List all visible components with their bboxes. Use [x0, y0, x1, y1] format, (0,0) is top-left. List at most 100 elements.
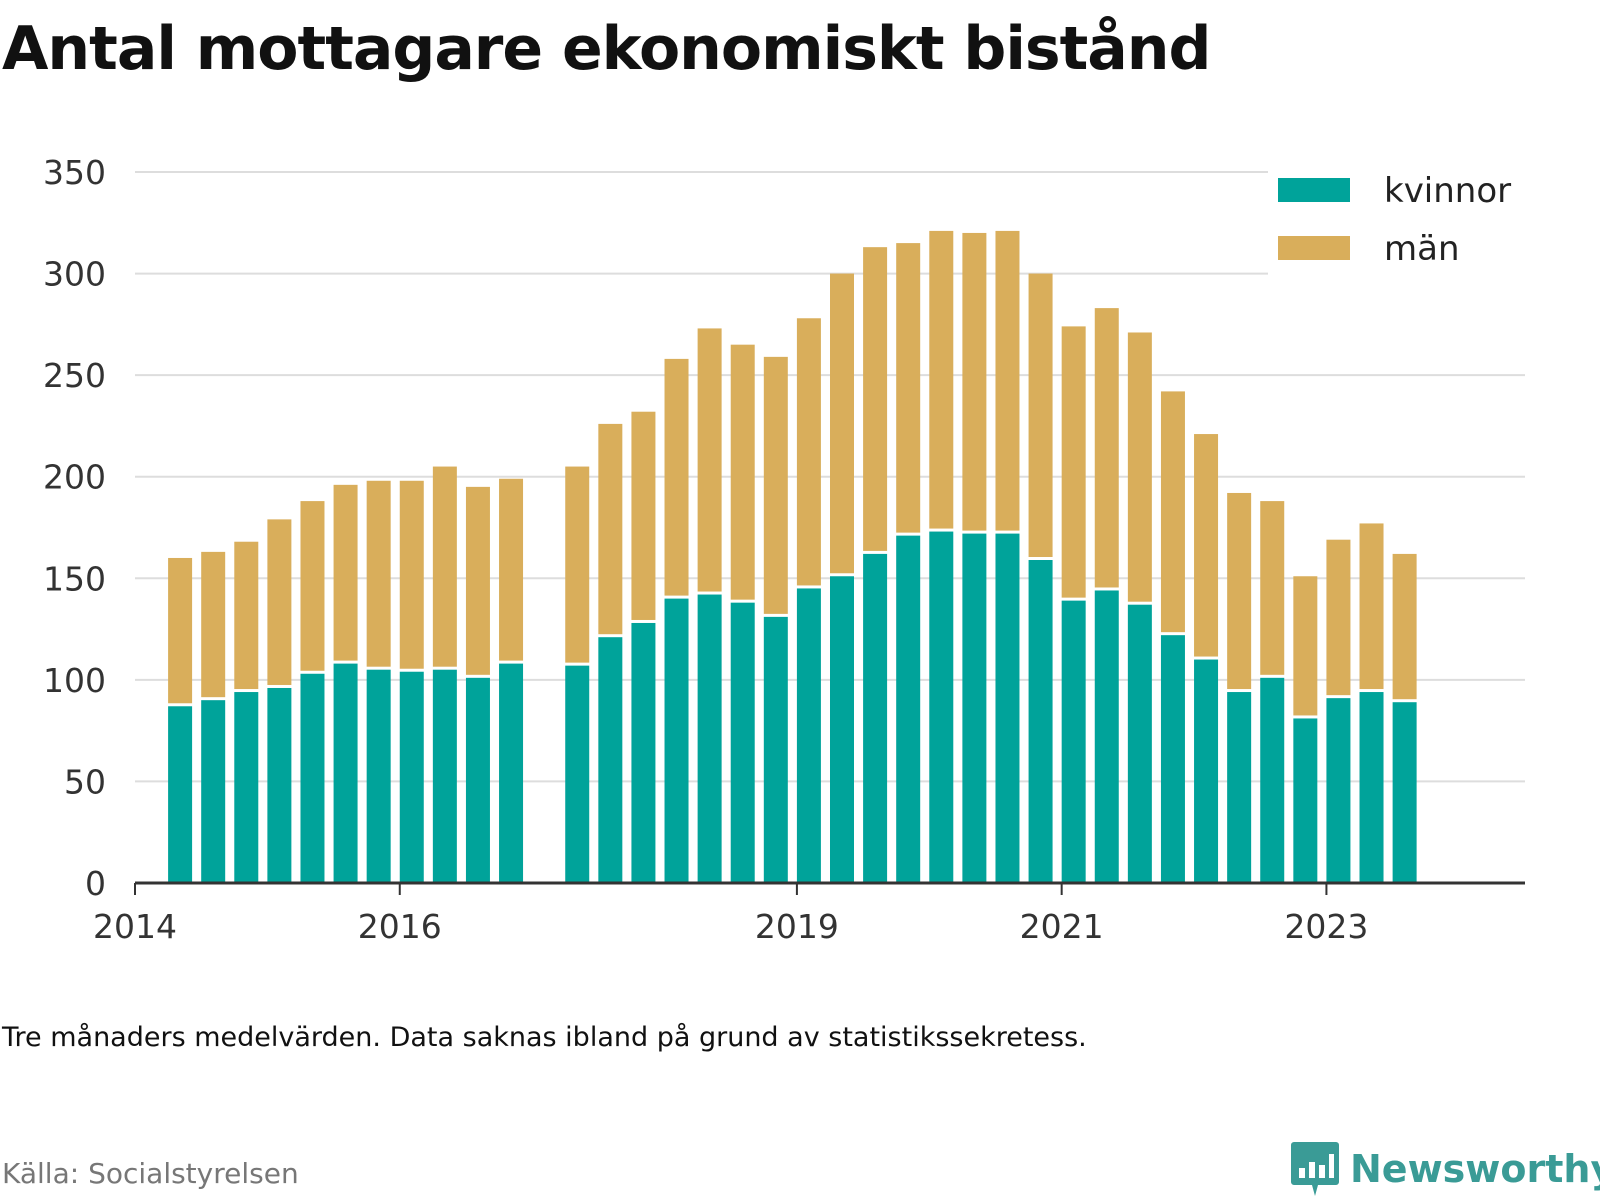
bar-kvinnor: [730, 602, 755, 883]
bar-man: [1227, 492, 1252, 690]
x-tick-label: 2019: [755, 907, 839, 946]
bar-kvinnor: [1359, 692, 1384, 883]
bar-kvinnor: [896, 535, 921, 883]
chart-note: Tre månaders medelvärden. Data saknas ib…: [2, 1022, 1087, 1053]
bar-kvinnor: [1061, 600, 1086, 883]
bar-man: [1326, 539, 1351, 696]
x-axis-ticks: 2014 2016 2019 2021 2023: [93, 883, 1368, 946]
bar-man: [201, 551, 226, 698]
bar-kvinnor: [465, 677, 490, 883]
legend: kvinnor män: [1268, 170, 1538, 280]
bar-kvinnor: [201, 700, 226, 883]
legend-swatch-kvinnor: [1278, 178, 1350, 202]
y-tick-label: 250: [43, 356, 106, 395]
bar-kvinnor: [333, 663, 358, 883]
brand-logo[interactable]: Newsworthy: [1290, 1140, 1600, 1198]
brand-name: Newsworthy: [1350, 1147, 1600, 1191]
bar-kvinnor: [1094, 590, 1119, 883]
bar-kvinnor: [366, 669, 391, 883]
bar-kvinnor: [830, 576, 854, 883]
y-axis-ticks: 0 50 100 150 200 250 300 350: [43, 153, 106, 903]
bar-kvinnor: [863, 553, 888, 883]
bar-kvinnor: [168, 706, 193, 883]
bar-kvinnor: [499, 663, 524, 883]
bar-kvinnor: [763, 616, 788, 883]
bar-kvinnor: [1326, 698, 1351, 883]
y-tick-label: 50: [64, 762, 106, 801]
bar-man: [267, 519, 292, 685]
bar-kvinnor: [1227, 692, 1252, 883]
y-tick-label: 150: [43, 559, 106, 598]
bar-man: [399, 480, 424, 669]
bar-man: [565, 466, 590, 663]
x-tick-label: 2021: [1020, 907, 1104, 946]
source-text: Källa: Socialstyrelsen: [2, 1157, 299, 1190]
bar-man: [499, 478, 524, 661]
y-tick-label: 100: [43, 661, 106, 700]
bar-kvinnor: [1160, 635, 1185, 883]
bar-man: [1061, 326, 1086, 598]
bar-man: [1359, 523, 1384, 690]
bar-man: [1160, 391, 1185, 633]
bar-kvinnor: [565, 665, 590, 883]
x-tick-label: 2014: [93, 907, 177, 946]
bar-man: [1260, 501, 1285, 675]
y-tick-label: 300: [43, 255, 106, 294]
bar-man: [1392, 553, 1417, 700]
bar-man: [1127, 332, 1152, 602]
bar-kvinnor: [598, 637, 623, 883]
bar-man: [830, 273, 854, 574]
bar-man: [664, 358, 689, 596]
bar-man: [234, 541, 259, 690]
legend-label-kvinnor: kvinnor: [1384, 171, 1511, 211]
bar-kvinnor: [796, 588, 821, 883]
bar-man: [432, 466, 457, 667]
bar-kvinnor: [664, 598, 689, 883]
bar-man: [929, 230, 954, 529]
bar-man: [631, 411, 656, 620]
bar-man: [168, 557, 193, 704]
bar-man: [1194, 434, 1219, 657]
x-tick-label: 2023: [1284, 907, 1368, 946]
y-tick-label: 200: [43, 458, 106, 497]
bars: [168, 230, 1417, 883]
bar-man: [1028, 273, 1053, 558]
bar-man: [896, 243, 921, 533]
bar-kvinnor: [1293, 718, 1318, 883]
bar-kvinnor: [432, 669, 457, 883]
newsworthy-chart-logo-icon: [1291, 1142, 1339, 1196]
bar-man: [863, 247, 888, 551]
bar-kvinnor: [631, 622, 656, 883]
chart-title: Antal mottagare ekonomiskt bistånd: [2, 14, 1211, 84]
legend-swatch-man: [1278, 236, 1350, 260]
bar-man: [1293, 576, 1318, 716]
y-tick-label: 350: [43, 153, 106, 192]
bar-kvinnor: [399, 671, 424, 883]
bar-man: [730, 344, 755, 600]
bar-man: [366, 480, 391, 667]
bar-kvinnor: [962, 533, 987, 883]
bar-kvinnor: [300, 673, 325, 883]
bar-kvinnor: [929, 531, 954, 883]
bar-kvinnor: [1392, 702, 1417, 883]
bar-man: [763, 356, 788, 614]
bar-kvinnor: [1127, 604, 1152, 883]
bar-man: [962, 232, 987, 531]
bar-kvinnor: [1028, 560, 1053, 883]
bar-man: [598, 423, 623, 635]
bar-man: [796, 318, 821, 586]
bar-kvinnor: [995, 533, 1020, 883]
bar-kvinnor: [234, 692, 259, 883]
bar-man: [300, 501, 325, 671]
bar-man: [333, 484, 358, 661]
x-tick-label: 2016: [358, 907, 442, 946]
bar-kvinnor: [267, 687, 292, 883]
bar-man: [1094, 308, 1119, 588]
bar-man: [697, 328, 722, 592]
bar-kvinnor: [1260, 677, 1285, 883]
legend-label-man: män: [1384, 229, 1460, 269]
bar-man: [995, 230, 1020, 531]
bar-kvinnor: [1194, 659, 1219, 883]
y-tick-label: 0: [85, 864, 106, 903]
